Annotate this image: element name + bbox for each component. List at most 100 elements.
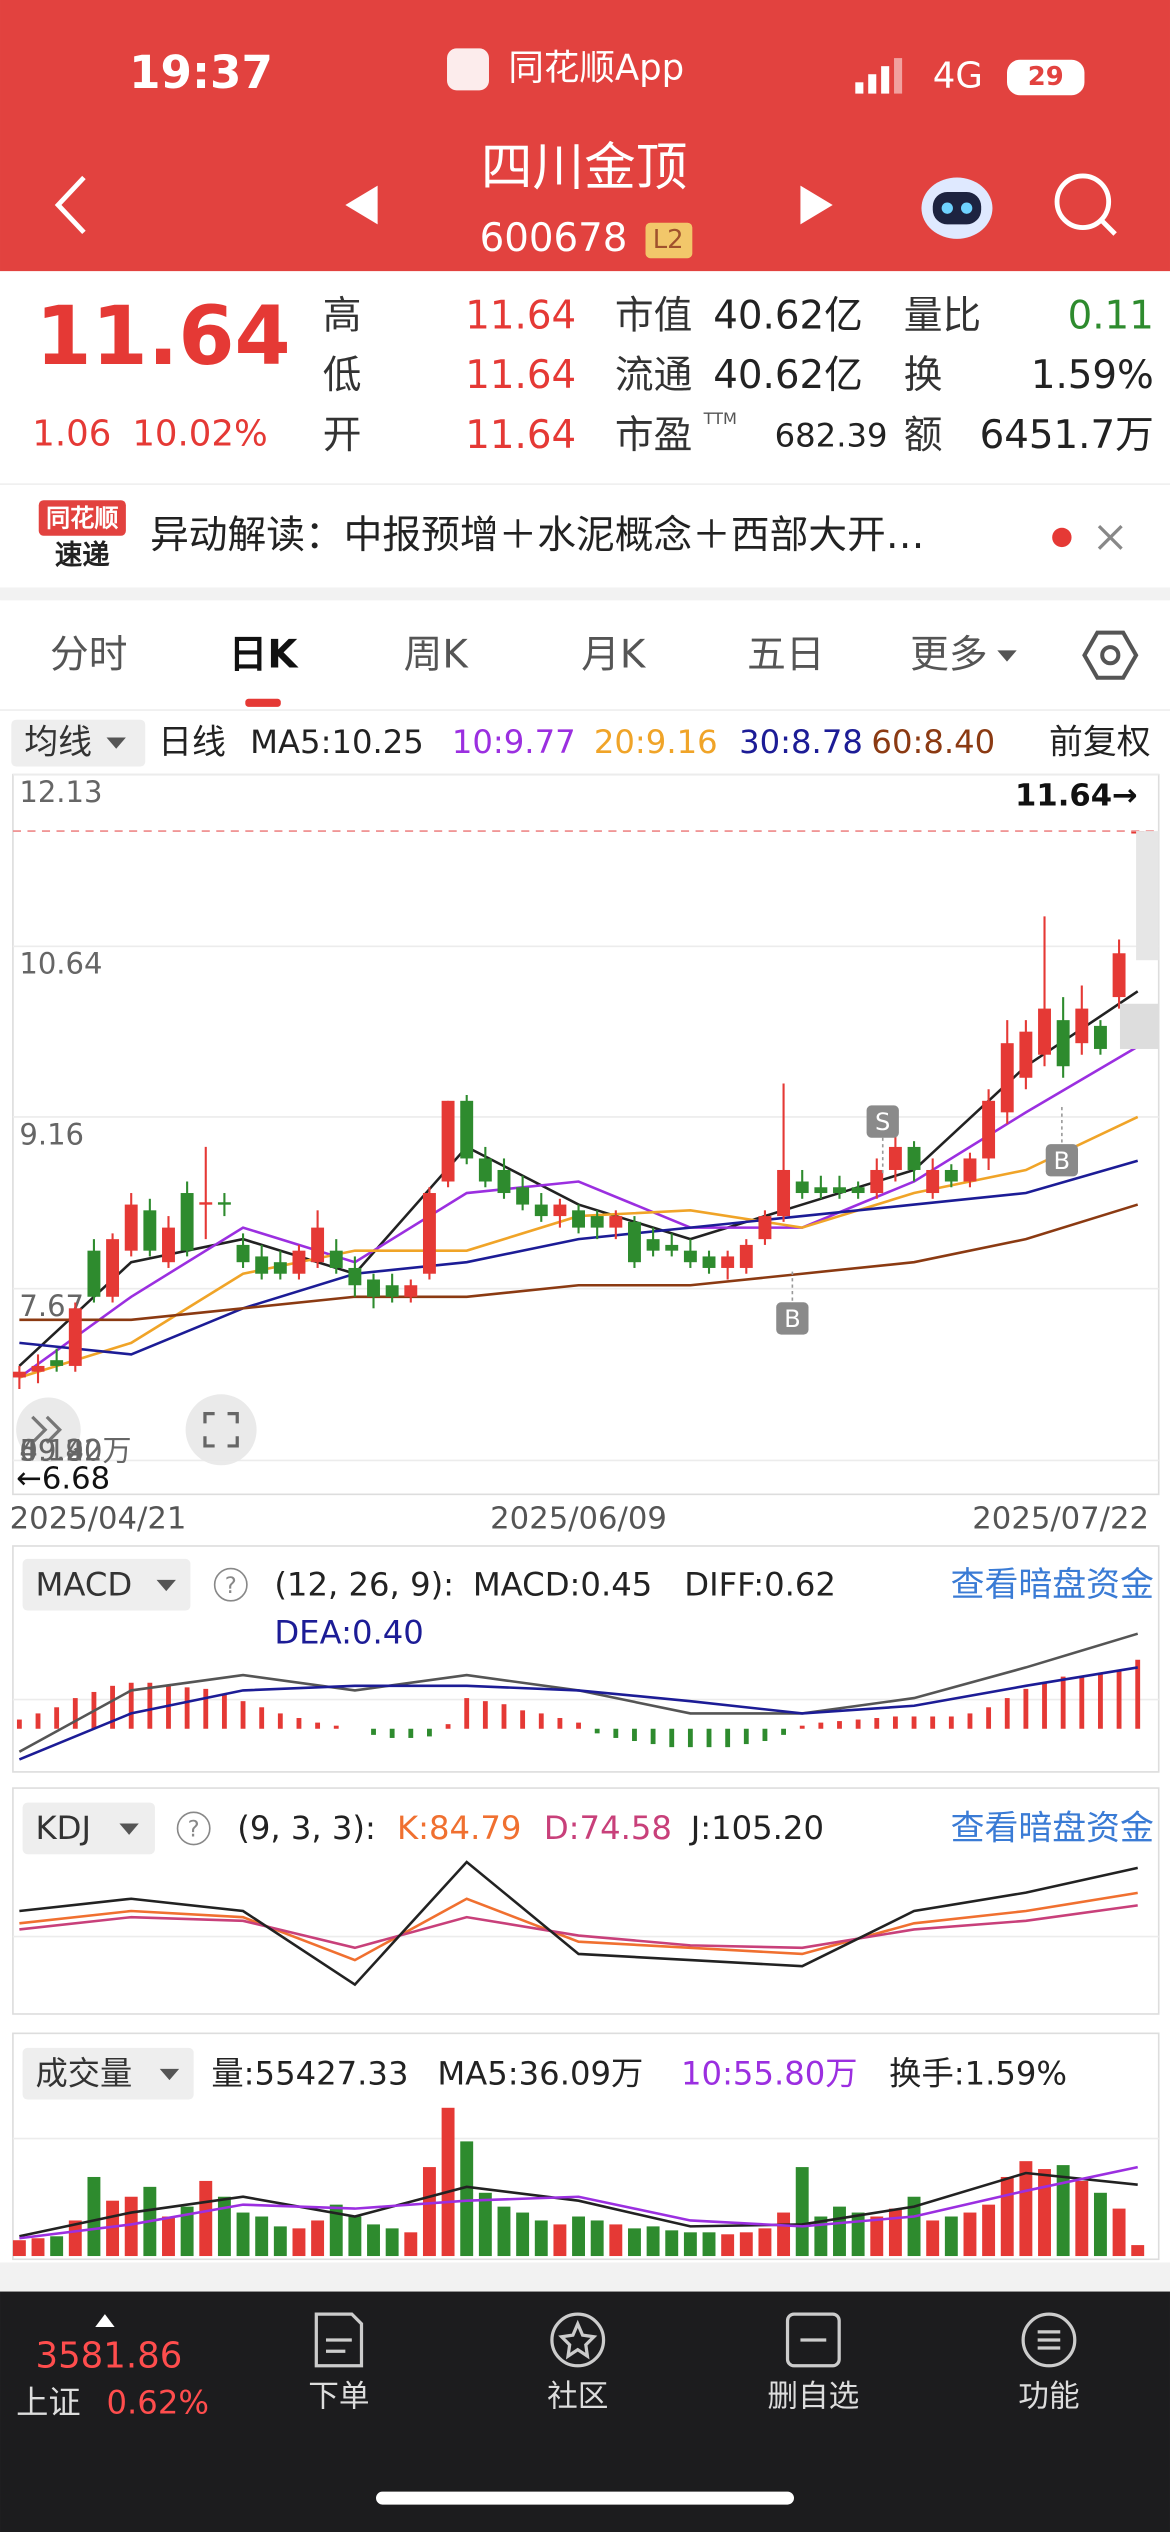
tab[interactable]: 五日 [747, 632, 824, 677]
assistant-icon[interactable] [921, 177, 993, 239]
macd-bar [184, 1687, 190, 1729]
help-icon[interactable] [176, 1811, 211, 1846]
macd-bar [986, 1707, 992, 1729]
stat-label: 市值 [615, 293, 692, 338]
dark-pool-link[interactable]: 查看暗盘资金 [951, 1565, 1154, 1604]
back-button[interactable] [54, 175, 86, 235]
macd-bar [333, 1725, 339, 1729]
macd-bar [669, 1728, 675, 1748]
volume-bar [422, 2167, 436, 2257]
macd-bar [277, 1713, 283, 1729]
adjust[interactable]: 前复权 [1049, 722, 1151, 761]
news-close[interactable] [1097, 524, 1123, 550]
kdj-label: KDJ [36, 1809, 92, 1847]
macd-bar [1023, 1688, 1029, 1729]
candle-body [292, 1250, 306, 1274]
volume-bar [795, 2167, 809, 2257]
stat-label: 量比 [904, 293, 981, 338]
candle-body [367, 1279, 380, 1297]
y-tick-label: 59.42万 [19, 1433, 131, 1467]
order-icon[interactable] [314, 2312, 364, 2368]
y-tick-label: 0.19 [19, 1433, 84, 1467]
help-icon[interactable] [213, 1567, 248, 1602]
macd-bar [464, 1698, 470, 1729]
macd-bar [1042, 1682, 1047, 1729]
ma-readout: MA5:10.25 [250, 723, 424, 761]
candle-body [683, 1250, 697, 1263]
kdj-frame [12, 1787, 1160, 2015]
remove-icon[interactable] [785, 2312, 841, 2368]
nav-label[interactable]: 下单 [308, 2380, 369, 2415]
next-stock[interactable] [800, 185, 833, 225]
news-dot [1052, 527, 1072, 548]
clock: 19:37 [129, 46, 273, 99]
macd-bar [706, 1728, 712, 1748]
macd-bar [538, 1713, 544, 1729]
volume-bar [553, 2224, 567, 2257]
index-pct: 0.62% [107, 2384, 210, 2422]
tab[interactable]: 周K [404, 632, 470, 677]
volume-bar [68, 2220, 82, 2257]
volume-bar [311, 2220, 325, 2257]
last-price-label: 11.64→ [1015, 779, 1138, 814]
prev-stock[interactable] [345, 185, 378, 225]
community-icon[interactable] [550, 2312, 606, 2368]
macd-bar [389, 1728, 395, 1738]
candle-body [926, 1169, 940, 1194]
macd-bar [613, 1728, 619, 1738]
volume-bar [441, 2107, 455, 2257]
macd-bar [482, 1701, 488, 1729]
fullscreen-button[interactable] [185, 1394, 257, 1466]
tab-active[interactable]: 日K [229, 632, 300, 677]
macd-bar [501, 1704, 507, 1729]
dark-pool-link[interactable]: 查看暗盘资金 [951, 1809, 1154, 1848]
volume-bar [50, 2236, 64, 2257]
macd-bar [128, 1682, 134, 1729]
app-name[interactable]: 同花顺App [508, 47, 684, 88]
nav-label[interactable]: 删自选 [767, 2380, 859, 2415]
candle-body [888, 1146, 902, 1170]
ma-selector[interactable] [11, 719, 146, 767]
tab[interactable]: 更多 [910, 632, 987, 677]
index-value[interactable]: 3581.86 [36, 2336, 183, 2377]
nav-label[interactable]: 社区 [547, 2380, 608, 2415]
volume-selector[interactable] [22, 2047, 194, 2100]
settings-button[interactable] [1082, 630, 1139, 680]
macd-bar [911, 1716, 917, 1729]
macd-bar [315, 1722, 321, 1729]
macd-bar [948, 1716, 954, 1729]
candle-body [273, 1262, 287, 1274]
volume-bar [348, 2216, 362, 2257]
volume-bar [944, 2216, 958, 2257]
volume-bar [1093, 2192, 1107, 2257]
search-button[interactable] [1054, 173, 1117, 236]
tab[interactable]: 月K [581, 632, 647, 677]
candle-body [534, 1204, 548, 1217]
x-tick-label: 2025/06/09 [490, 1502, 667, 1537]
candle-body [1000, 1043, 1014, 1113]
tabs: 分时 日K 周K 月K 五日 更多 [50, 632, 988, 677]
macd-selector[interactable] [22, 1558, 191, 1611]
volume-bar [572, 2216, 585, 2257]
volume-bar [1112, 2208, 1126, 2257]
candle-body [1112, 953, 1126, 998]
kdj-selector[interactable] [22, 1802, 155, 1855]
macd-bar [147, 1682, 153, 1729]
candle-body [31, 1365, 45, 1372]
nav-label[interactable]: 功能 [1018, 2380, 1079, 2415]
macd-bar [221, 1695, 227, 1729]
candle-body [404, 1285, 418, 1297]
candle-body [833, 1187, 846, 1194]
expand-button[interactable] [16, 1397, 81, 1463]
macd-bar [687, 1728, 693, 1748]
candle-body [609, 1216, 623, 1228]
macd-bar [1079, 1676, 1085, 1729]
news-text[interactable]: 异动解读：中报预增＋水泥概念＋西部大开… [150, 513, 924, 558]
candle-body [311, 1227, 325, 1263]
candle-body [68, 1308, 82, 1366]
function-icon[interactable] [1021, 2312, 1077, 2368]
volume-readout: 量:55427.33 [211, 2054, 408, 2092]
tab[interactable]: 分时 [50, 632, 127, 677]
macd-bar [203, 1688, 209, 1729]
